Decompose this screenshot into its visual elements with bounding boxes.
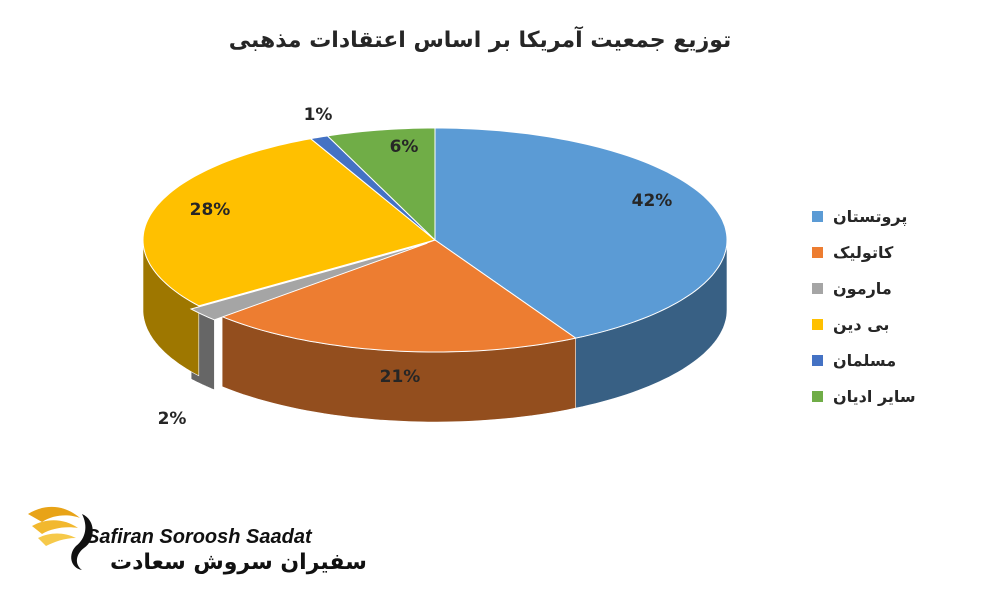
brand-logo: Safiran Soroosh Saadat سفیران سروش سعادت xyxy=(24,496,367,586)
brand-name-fa: سفیران سروش سعادت xyxy=(110,550,367,575)
legend-swatch-5 xyxy=(812,390,823,402)
brand-name-en: Safiran Soroosh Saadat xyxy=(86,526,312,548)
pie-slice-0 xyxy=(434,127,728,339)
chart-title: توزیع جمعیت آمریکا بر اساس اعتقادات مذهب… xyxy=(228,28,732,53)
legend-item-1: کاتولیک xyxy=(812,234,962,270)
legend-item-0: پروتستان xyxy=(812,198,962,234)
legend-label-4: مسلمان xyxy=(833,350,897,370)
legend-swatch-1 xyxy=(812,246,823,258)
data-label-2: 2% xyxy=(158,409,187,429)
legend-swatch-4 xyxy=(812,354,823,366)
chart-legend: پروتستان کاتولیک مارمون بی دین مسلمان سایر اد… xyxy=(812,198,962,414)
data-label-1: 21% xyxy=(380,367,421,387)
legend-item-3: بی دین xyxy=(812,306,962,342)
legend-item-2: مارمون xyxy=(812,270,962,306)
pie-slice-1 xyxy=(220,239,577,353)
legend-label-0: پروتستان xyxy=(833,206,908,226)
legend-label-3: بی دین xyxy=(833,314,890,334)
legend-label-5: سایر ادیان xyxy=(833,386,916,406)
legend-swatch-2 xyxy=(812,282,823,294)
pie-slice-5 xyxy=(326,127,436,242)
data-label-3: 28% xyxy=(190,200,231,220)
data-label-0: 42% xyxy=(632,191,673,211)
data-label-4: 1% xyxy=(304,105,333,125)
pie-slice-2 xyxy=(189,242,428,321)
golden-wing-icon xyxy=(28,506,93,570)
pie-slice-4 xyxy=(309,135,436,241)
data-label-5: 6% xyxy=(390,137,419,157)
legend-swatch-3 xyxy=(812,318,823,330)
legend-label-2: مارمون xyxy=(833,278,892,298)
legend-item-5: سایر ادیان xyxy=(812,378,962,414)
legend-label-1: کاتولیک xyxy=(833,242,894,262)
pie-slice-3 xyxy=(142,138,437,307)
legend-item-4: مسلمان xyxy=(812,342,962,378)
legend-swatch-0 xyxy=(812,210,823,222)
